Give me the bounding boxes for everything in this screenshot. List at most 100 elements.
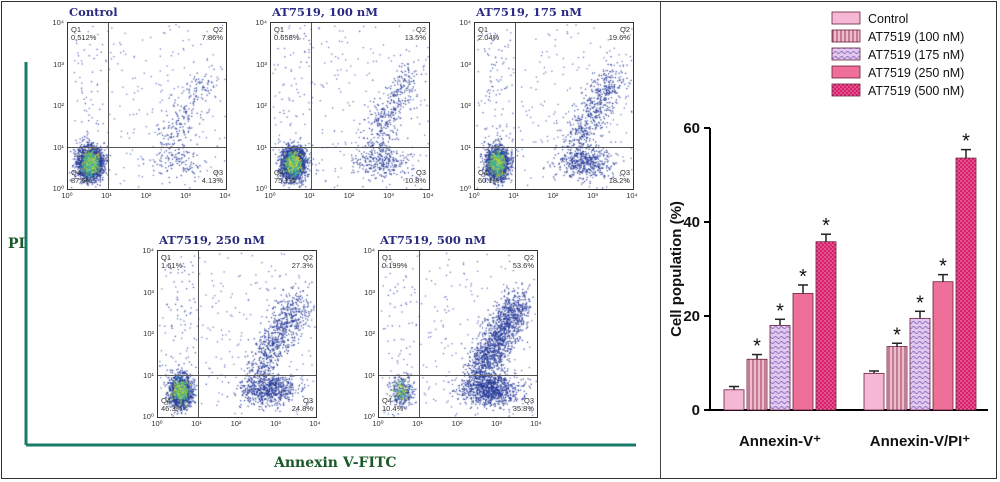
x-tick-label: 10¹	[412, 419, 423, 428]
quadrant-percent: 0.512%	[71, 33, 97, 42]
y-tick-label: 10³	[256, 59, 267, 69]
x-tick-label: 10⁰	[468, 191, 480, 200]
quadrant-name: Q2	[415, 25, 426, 34]
y-tick-label: 10²	[143, 329, 154, 338]
y-tick-label: 10⁰	[459, 184, 471, 193]
quadrant-name: Q3	[302, 396, 313, 405]
y-tick-label: 20	[683, 308, 700, 325]
significance-star: *	[822, 215, 830, 237]
quadrant-name: Q4	[161, 396, 172, 405]
legend-label: AT7519 (250 nM)	[868, 66, 964, 80]
legend-swatch	[831, 65, 861, 79]
y-axis-label: Cell population (%)	[668, 201, 685, 337]
y-tick-label: 10³	[143, 287, 154, 297]
flow-panel-5: AT7519, 500 nM Q1 0.199% Q2 53.6% Q3 35.8% Q4 10…	[363, 233, 541, 428]
quadrant-percent: 7.86%	[201, 33, 223, 42]
y-tick-label: 10¹	[256, 142, 267, 152]
x-tick-label: 10⁴	[422, 191, 434, 200]
x-tick-label: 10¹	[304, 191, 315, 200]
bar-2-1	[863, 372, 885, 411]
quadrant-q2: Q2 7.86%	[202, 26, 223, 42]
quadrant-percent: 0.199%	[382, 261, 408, 270]
quadrant-gate-horizontal	[271, 147, 429, 148]
legend-swatch	[831, 11, 861, 25]
flow-scatter-plot: Q1 0.512% Q2 7.86% Q3 4.13% Q4 87.5%	[67, 22, 227, 190]
flow-panel-title: AT7519, 250 nM	[159, 233, 265, 247]
quadrant-q2: Q2 19.6%	[609, 26, 630, 42]
bar-1-1	[723, 389, 745, 411]
quadrant-gate-vertical	[311, 23, 312, 189]
quadrant-name: Q1	[478, 25, 489, 34]
bar-1-3	[769, 324, 791, 411]
bar-2-2	[886, 346, 908, 411]
significance-star: *	[776, 300, 784, 322]
y-tick-label: 10⁴	[363, 246, 375, 255]
quadrant-percent: 13.5%	[404, 33, 426, 42]
quadrant-q1: Q1 0.658%	[274, 26, 299, 42]
quadrant-q1: Q1 0.199%	[382, 254, 407, 270]
x-tick-label: 10⁰	[264, 191, 276, 200]
quadrant-name: Q3	[415, 168, 426, 177]
x-tick-label: 10¹	[191, 419, 202, 428]
quadrant-percent: 10.8%	[404, 176, 426, 185]
flow-scatter-plot: Q1 0.199% Q2 53.6% Q3 35.8% Q4 10.4%	[378, 250, 538, 418]
quadrant-q1: Q1 2.04%	[478, 26, 499, 42]
quadrant-percent: 35.8%	[512, 404, 534, 413]
y-tick-label: 10³	[460, 59, 471, 69]
quadrant-q4: Q4 75.1%	[274, 169, 295, 185]
category-label: Annexin-V⁺	[739, 433, 821, 450]
quadrant-percent: 53.6%	[512, 261, 534, 270]
flow-panel-title: AT7519, 175 nM	[476, 5, 582, 19]
quadrant-name: Q4	[382, 396, 393, 405]
flow-scatter-plot: Q1 2.04% Q2 19.6% Q3 18.2% Q4 60.1%	[474, 22, 634, 190]
bar-1-2	[746, 358, 768, 411]
x-tick-label: 10³	[587, 191, 598, 200]
x-tick-label: 10³	[270, 419, 281, 428]
quadrant-q2: Q2 27.3%	[292, 254, 313, 270]
x-tick-label: 10⁰	[372, 419, 384, 428]
x-tick-label: 10⁴	[219, 191, 231, 200]
quadrant-percent: 1.61%	[161, 261, 183, 270]
flow-panel-title: Control	[69, 5, 118, 19]
legend-swatch	[831, 29, 861, 43]
panel-divider	[660, 1, 661, 479]
bar-1-5	[815, 241, 837, 411]
x-tick-label: 10⁴	[626, 191, 638, 200]
flow-panel-2: AT7519, 100 nM Q1 0.658% Q2 13.5% Q3 10.8% Q4 75…	[255, 5, 433, 200]
y-tick-label: 60	[683, 120, 700, 137]
quadrant-q2: Q2 53.6%	[513, 254, 534, 270]
y-tick-label: 10⁰	[52, 184, 64, 193]
quadrant-q4: Q4 60.1%	[478, 169, 499, 185]
x-tick-label: 10²	[451, 419, 463, 428]
bar-1-4	[792, 293, 814, 411]
bar-2-5	[955, 157, 977, 411]
significance-star: *	[753, 336, 761, 358]
quadrant-percent: 4.13%	[201, 176, 223, 185]
flow-panel-4: AT7519, 250 nM Q1 1.61% Q2 27.3% Q3 24.8% Q4 46.…	[142, 233, 320, 428]
quadrant-name: Q4	[71, 168, 82, 177]
quadrant-name: Q2	[619, 25, 630, 34]
quadrant-percent: 19.6%	[608, 33, 630, 42]
quadrant-name: Q4	[274, 168, 285, 177]
x-tick-label: 10⁴	[309, 419, 321, 428]
quadrant-gate-horizontal	[379, 375, 537, 376]
x-tick-label: 10²	[140, 191, 152, 200]
quadrant-q4: Q4 10.4%	[382, 397, 403, 413]
quadrant-q2: Q2 13.5%	[405, 26, 426, 42]
quadrant-gate-horizontal	[158, 375, 316, 376]
y-tick-label: 10¹	[143, 370, 154, 380]
quadrant-name: Q2	[523, 253, 534, 262]
quadrant-gate-vertical	[515, 23, 516, 189]
y-tick-label: 40	[683, 214, 700, 231]
scatter-points	[379, 251, 537, 417]
y-tick-label: 10²	[460, 101, 471, 110]
y-tick-label: 10¹	[53, 142, 64, 152]
quadrant-q1: Q1 0.512%	[71, 26, 96, 42]
significance-star: *	[799, 266, 807, 288]
x-tick-label: 10³	[491, 419, 502, 428]
legend-swatch	[831, 83, 861, 97]
